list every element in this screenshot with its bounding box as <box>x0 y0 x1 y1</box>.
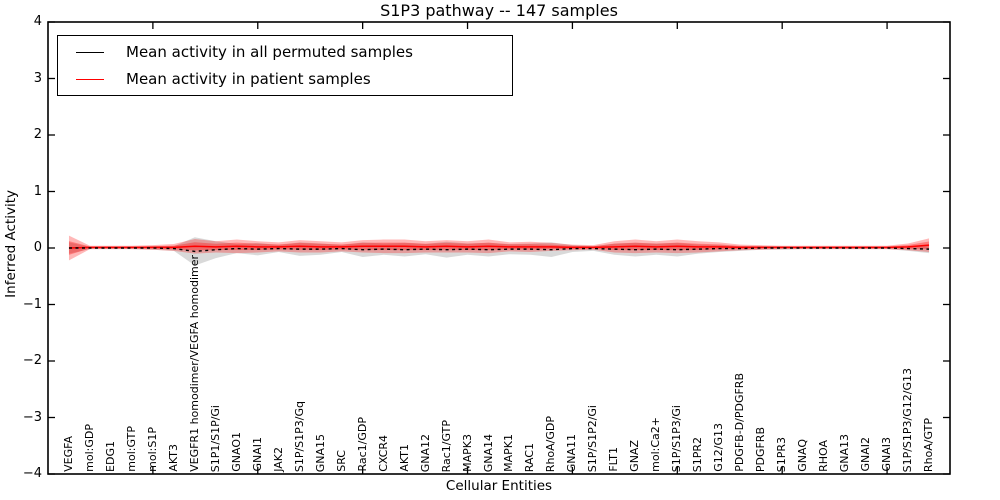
x-tick-label: EDG1 <box>103 441 117 472</box>
x-tick-label: FLT1 <box>607 447 621 472</box>
y-tick-label: 4 <box>33 14 42 29</box>
x-tick-label: AKT3 <box>166 444 180 472</box>
x-tick-label: GNA14 <box>481 433 495 472</box>
x-tick-label: G12/G13 <box>712 423 726 472</box>
x-tick-label: GNAI1 <box>250 437 264 472</box>
legend-line-permuted-icon <box>76 51 104 53</box>
x-tick-label: GNAZ <box>628 440 642 472</box>
x-tick-label: GNA12 <box>418 433 432 472</box>
y-tick-label: −2 <box>22 353 42 368</box>
x-tick-label: S1P/S1P3/Gq <box>292 400 306 472</box>
x-tick-label: mol:GDP <box>82 424 96 472</box>
x-tick-label: Rac1/GTP <box>439 419 453 472</box>
x-tick-label: RAC1 <box>523 442 537 472</box>
x-tick-label: mol:Ca2+ <box>649 417 663 472</box>
x-tick-label: VEGFA <box>61 436 75 472</box>
x-tick-label: AKT1 <box>397 444 411 472</box>
y-tick-label: 3 <box>33 70 42 86</box>
x-axis-label: Cellular Entities <box>445 478 553 494</box>
x-tick-label: RHOA <box>817 440 831 472</box>
x-tick-label: GNAI3 <box>880 437 894 472</box>
y-tick-label: −3 <box>22 409 42 425</box>
x-tick-label: MAPK3 <box>460 434 474 472</box>
legend-line-patient-icon <box>76 78 104 80</box>
x-tick-label: JAK2 <box>271 447 285 472</box>
x-tick-label: S1P1/S1P/Gi <box>208 404 222 472</box>
y-tick-label: 0 <box>33 240 42 255</box>
legend-item-patient: Mean activity in patient samples <box>76 69 512 89</box>
y-tick-label: 2 <box>33 127 42 142</box>
legend: Mean activity in all permuted samples Me… <box>57 35 513 96</box>
x-tick-label: GNA11 <box>565 433 579 472</box>
x-tick-label: RhoA/GDP <box>544 415 558 472</box>
legend-item-permuted: Mean activity in all permuted samples <box>76 42 512 62</box>
x-tick-label: GNAO1 <box>229 432 243 472</box>
y-tick-label: −4 <box>22 466 42 481</box>
x-tick-label: GNAI2 <box>859 437 873 472</box>
patient-std-band-inner <box>68 241 930 255</box>
x-tick-label: CXCR4 <box>376 435 390 472</box>
y-tick-label: −1 <box>22 296 42 312</box>
chart-title: S1P3 pathway -- 147 samples <box>380 1 618 20</box>
x-tick-label: mol:S1P <box>145 427 159 472</box>
x-tick-label: S1PR2 <box>691 436 705 472</box>
permuted-mean-line <box>68 247 930 253</box>
x-tick-label: PDGFRB <box>754 426 768 472</box>
x-tick-label: MAPK1 <box>502 434 516 472</box>
y-tick-label: 1 <box>33 183 42 199</box>
legend-label-permuted: Mean activity in all permuted samples <box>126 43 413 61</box>
x-tick-label: RhoA/GTP <box>922 417 936 472</box>
x-tick-label: GNAQ <box>796 439 810 472</box>
x-tick-label: VEGFR1 homodimer/VEGFA homodimer <box>187 255 201 472</box>
x-tick-label: GNA15 <box>313 433 327 472</box>
x-tick-label: S1P/S1P2/Gi <box>586 404 600 472</box>
x-tick-label: mol:GTP <box>124 426 138 472</box>
x-tick-label: SRC <box>334 450 348 472</box>
legend-label-patient: Mean activity in patient samples <box>126 70 371 88</box>
x-tick-label: S1P/S1P3/Gi <box>670 404 684 472</box>
patient-std-band-outer <box>68 235 930 261</box>
x-tick-label: GNA13 <box>838 433 852 472</box>
x-tick-label: S1PR3 <box>775 436 789 472</box>
x-tick-label: Rac1/GDP <box>355 417 369 472</box>
x-tick-label: S1P/S1P3/G12/G13 <box>901 367 915 472</box>
permuted-std-band <box>68 237 930 266</box>
x-tick-label: PDGFB-D/PDGFRB <box>733 373 747 472</box>
